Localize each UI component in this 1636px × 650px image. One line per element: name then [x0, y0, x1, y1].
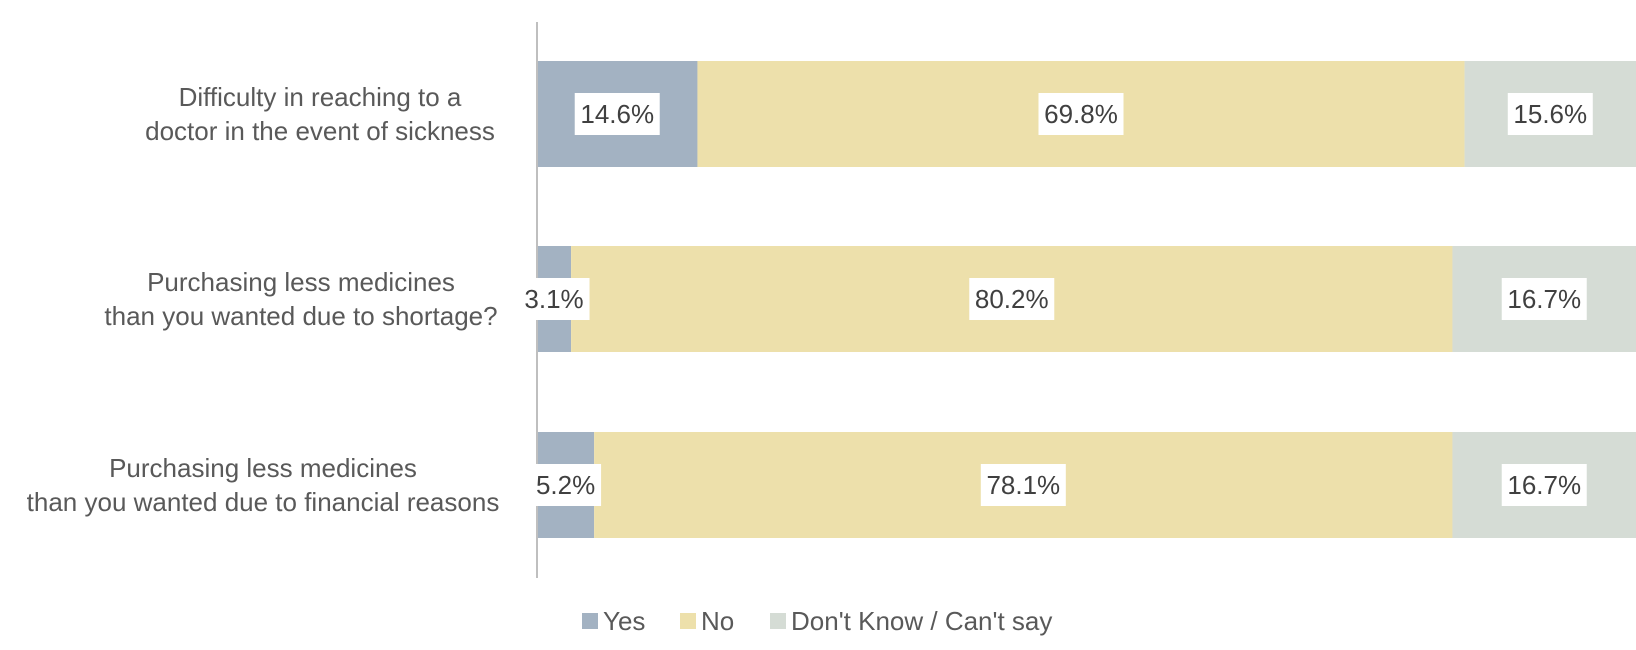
data-label: 16.7%: [1501, 464, 1587, 506]
data-label-value: 80.2%: [975, 284, 1049, 314]
data-label-box: [969, 278, 1055, 320]
data-labels-group: 14.6% 69.8% 15.6% 3.1% 80.2% 16.7% 5.2% 78.1% 16…: [518, 93, 1593, 506]
data-label-box: [980, 464, 1066, 506]
data-label: 3.1%: [518, 278, 590, 320]
data-label-value: 15.6%: [1513, 99, 1587, 129]
legend-item: Yes: [582, 606, 645, 636]
legend-label: Yes: [603, 606, 645, 636]
data-label-value: 5.2%: [536, 470, 595, 500]
data-label-value: 16.7%: [1507, 470, 1581, 500]
data-label-value: 69.8%: [1044, 99, 1118, 129]
category-label-line: Difficulty in reaching to a: [179, 82, 462, 112]
data-label: 14.6%: [574, 93, 660, 135]
category-label-line: Purchasing less medicines: [109, 453, 417, 483]
category-label: Difficulty in reaching to a doctor in the…: [145, 82, 495, 146]
category-labels-group: Difficulty in reaching to a doctor in the…: [27, 82, 500, 517]
data-label-value: 14.6%: [580, 99, 654, 129]
data-label: 78.1%: [980, 464, 1066, 506]
data-label: 15.6%: [1507, 93, 1593, 135]
category-label: Purchasing less medicines than you wanted…: [27, 453, 500, 517]
data-label-value: 78.1%: [986, 470, 1060, 500]
legend-swatch: [680, 613, 696, 629]
data-label: 80.2%: [969, 278, 1055, 320]
legend-swatch: [770, 613, 786, 629]
data-label: 16.7%: [1501, 278, 1587, 320]
data-label-box: [1501, 464, 1587, 506]
category-label-line: than you wanted due to financial reasons: [27, 487, 500, 517]
category-label-line: doctor in the event of sickness: [145, 116, 495, 146]
category-label-line: than you wanted due to shortage?: [104, 301, 497, 331]
data-label-box: [530, 464, 602, 506]
category-label: Purchasing less medicines than you wanted…: [104, 267, 497, 331]
legend-swatch: [582, 613, 598, 629]
data-label-value: 16.7%: [1507, 284, 1581, 314]
data-label: 69.8%: [1038, 93, 1124, 135]
data-label-value: 3.1%: [524, 284, 583, 314]
data-label-box: [574, 93, 660, 135]
data-label-box: [1038, 93, 1124, 135]
legend-label: Don't Know / Can't say: [791, 606, 1052, 636]
category-label-line: Purchasing less medicines: [147, 267, 455, 297]
legend-item: No: [680, 606, 734, 636]
data-label-box: [518, 278, 590, 320]
legend-item: Don't Know / Can't say: [770, 606, 1052, 636]
data-label-box: [1507, 93, 1593, 135]
data-label: 5.2%: [530, 464, 602, 506]
data-label-box: [1501, 278, 1587, 320]
legend-label: No: [701, 606, 734, 636]
legend: Yes No Don't Know / Can't say: [582, 606, 1052, 636]
